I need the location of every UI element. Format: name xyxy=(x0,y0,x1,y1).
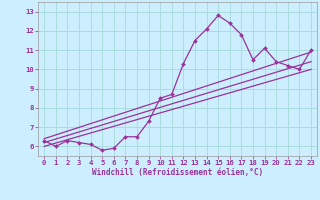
X-axis label: Windchill (Refroidissement éolien,°C): Windchill (Refroidissement éolien,°C) xyxy=(92,168,263,177)
